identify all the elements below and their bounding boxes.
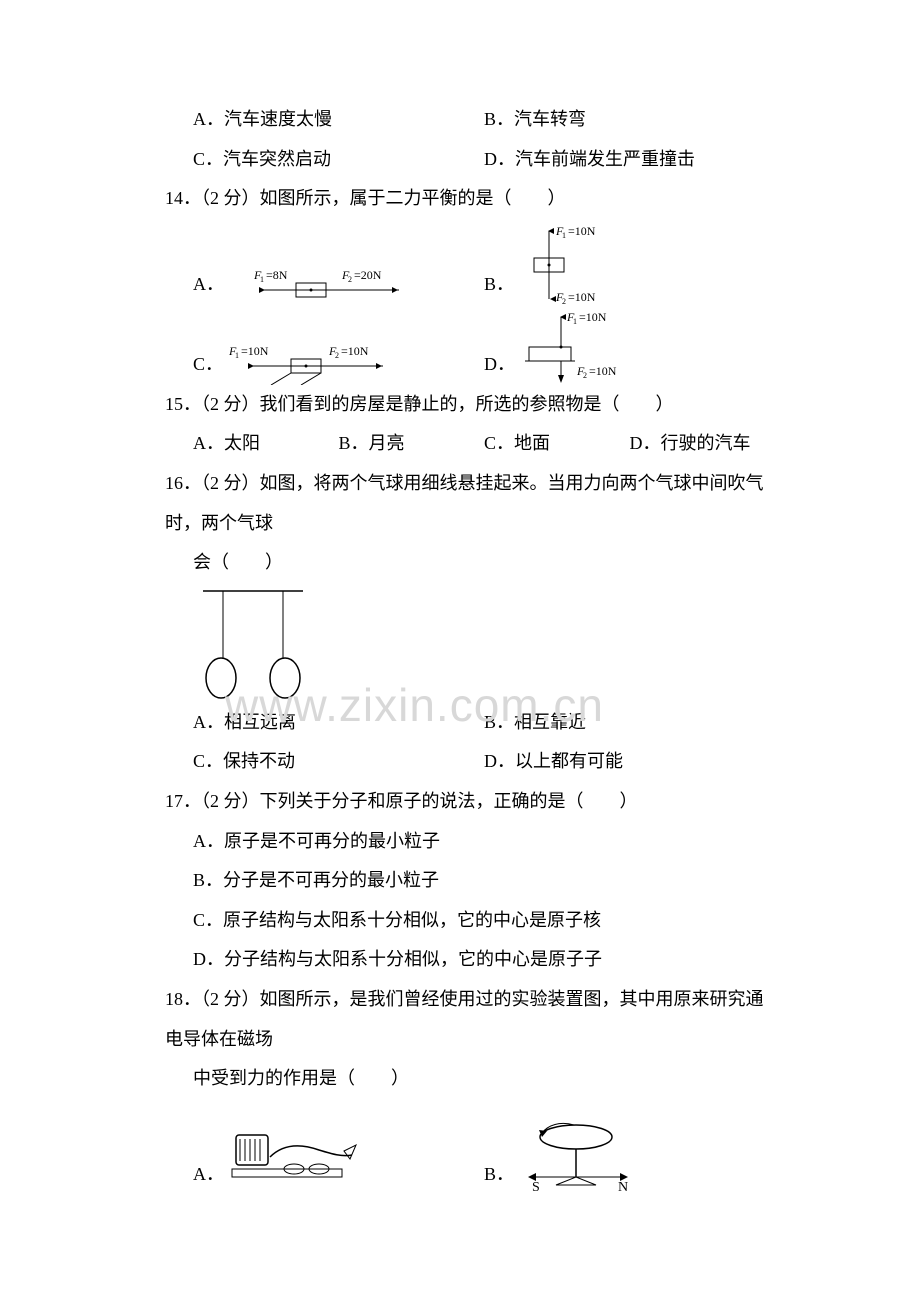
q16-optD: D．以上都有可能 (484, 742, 775, 782)
svg-text:=10N: =10N (241, 344, 269, 358)
q14-optD-label: D． (484, 345, 515, 385)
svg-text:N: N (618, 1180, 628, 1195)
q13-opts-row1: A．汽车速度太慢 B．汽车转弯 (165, 100, 775, 140)
q16-optB: B．相互靠近 (484, 703, 775, 743)
svg-text:1: 1 (562, 231, 566, 240)
q15-optA: A．太阳 (193, 424, 339, 464)
svg-text:=10N: =10N (568, 290, 596, 304)
q17-optC: C．原子结构与太阳系十分相似，它的中心是原子核 (165, 901, 775, 941)
q14-optC-label: C． (193, 345, 223, 385)
q13-optC: C．汽车突然启动 (193, 140, 484, 180)
q18-stem1: 18．（2 分）如图所示，是我们曾经使用过的实验装置图，其中用原来研究通电导体在… (165, 980, 775, 1059)
svg-text:=10N: =10N (579, 311, 607, 324)
q14-diagC: F1=10N F2=10N (223, 341, 403, 385)
q14-diagB: F1=10N F2=10N (514, 225, 624, 305)
q13-optA: A．汽车速度太慢 (193, 100, 484, 140)
svg-text:=20N: =20N (354, 268, 382, 282)
q17-optB: B．分子是不可再分的最小粒子 (165, 861, 775, 901)
svg-text:2: 2 (335, 351, 339, 360)
q18-optA-label: A． (193, 1155, 224, 1195)
q16-stem1: 16．（2 分）如图，将两个气球用细线悬挂起来。当用力向两个气球中间吹气时，两个… (165, 464, 775, 543)
q18-opts-row1: A． B． (165, 1119, 775, 1195)
q17-stem: 17．（2 分）下列关于分子和原子的说法，正确的是（ ） (165, 782, 775, 822)
q15-stem: 15．（2 分）我们看到的房屋是静止的，所选的参照物是（ ） (165, 385, 775, 425)
svg-text:S: S (532, 1180, 540, 1195)
q16-opts-row2: C．保持不动 D．以上都有可能 (165, 742, 775, 782)
q15-opts: A．太阳 B．月亮 C．地面 D．行驶的汽车 (165, 424, 775, 464)
q13-optB: B．汽车转弯 (484, 100, 775, 140)
q14-opts-row2: C． F1=10N F2=10N D． F1 (165, 311, 775, 385)
svg-text:=8N: =8N (266, 268, 288, 282)
q16-opts-row1: A．相互远离 B．相互靠近 (165, 703, 775, 743)
svg-text:1: 1 (573, 317, 577, 326)
q16-optA: A．相互远离 (193, 703, 484, 743)
q14-diagD: F1=10N F2=10N (515, 311, 635, 385)
svg-text:2: 2 (583, 371, 587, 380)
svg-text:=10N: =10N (589, 364, 617, 378)
q13-opts-row2: C．汽车突然启动 D．汽车前端发生严重撞击 (165, 140, 775, 180)
q13-optD: D．汽车前端发生严重撞击 (484, 140, 775, 180)
q14-optA-label: A． (193, 265, 224, 305)
q15-optC: C．地面 (484, 424, 630, 464)
q16-stem2: 会（ ） (165, 543, 775, 583)
svg-text:2: 2 (348, 275, 352, 284)
svg-text:=10N: =10N (341, 344, 369, 358)
q15-optD: D．行驶的汽车 (630, 424, 776, 464)
q18-stem2: 中受到力的作用是（ ） (165, 1059, 775, 1099)
q18-optB-label: B． (484, 1155, 514, 1195)
q17-optA: A．原子是不可再分的最小粒子 (165, 822, 775, 862)
svg-text:1: 1 (235, 351, 239, 360)
q18-diagB: S N (514, 1119, 644, 1195)
q14-opts-row1: A． F1=8N F2=20N B． (165, 225, 775, 305)
q14-stem: 14．（2 分）如图所示，属于二力平衡的是（ ） (165, 179, 775, 219)
q17-optD: D．分子结构与太阳系十分相似，它的中心是原子子 (165, 940, 775, 980)
q14-diagA: F1=8N F2=20N (224, 265, 404, 305)
svg-text:=10N: =10N (568, 225, 596, 238)
svg-text:2: 2 (562, 297, 566, 305)
q14-optB-label: B． (484, 265, 514, 305)
q16-optC: C．保持不动 (193, 742, 484, 782)
svg-text:1: 1 (260, 275, 264, 284)
q16-diagram: www.zixin.com.cn (165, 583, 775, 703)
q18-diagA (224, 1125, 364, 1195)
q15-optB: B．月亮 (339, 424, 485, 464)
